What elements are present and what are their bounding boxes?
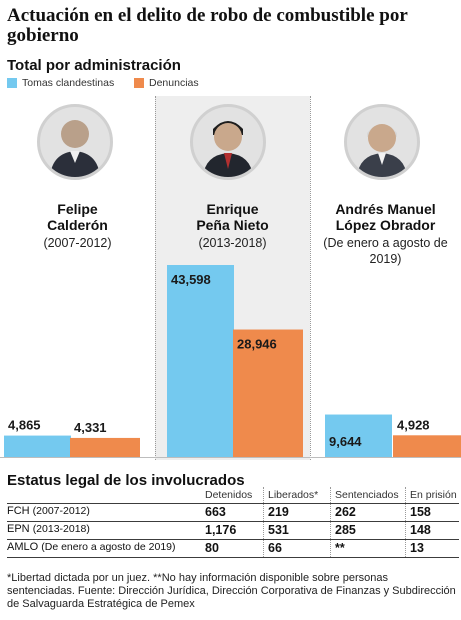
person-silhouette-icon — [50, 120, 100, 177]
table-divider — [7, 539, 459, 540]
table-cell: 663 — [205, 505, 226, 519]
chart-title: Actuación en el delito de robo de combus… — [7, 5, 408, 46]
table-cell: ** — [335, 541, 345, 555]
table-cell: 148 — [410, 523, 431, 537]
table-cell: 531 — [268, 523, 289, 537]
person-silhouette-icon — [203, 121, 253, 177]
table-row-label: FCH (2007-2012) — [7, 505, 90, 517]
portrait-calderon-avatar — [37, 104, 113, 180]
table-header-liberados: Liberados* — [268, 489, 319, 501]
row-period: (2013-2018) — [32, 523, 90, 535]
portrait-lopez-obrador-avatar — [344, 104, 420, 180]
row-period: (2007-2012) — [32, 505, 90, 517]
table-column-divider — [405, 487, 406, 557]
table-column-divider — [263, 487, 264, 557]
president-name-line1: Felipe — [57, 201, 98, 217]
table-header-en-prision: En prisión — [410, 489, 457, 501]
table-column-divider — [330, 487, 331, 557]
bar-tomas-0 — [4, 435, 71, 457]
president-period-line2: 2019) — [369, 252, 402, 266]
table-cell: 1,176 — [205, 523, 237, 537]
legend-item-denuncias: Denuncias — [134, 77, 199, 89]
table-cell: 219 — [268, 505, 289, 519]
data-label-tomas-1: 43,598 — [171, 272, 211, 287]
table-header-sentenciados: Sentenciados — [335, 489, 399, 501]
data-label-denuncias-1: 28,946 — [237, 337, 277, 352]
data-label-denuncias-2: 4,928 — [397, 417, 430, 432]
table-cell: 262 — [335, 505, 356, 519]
row-period: (De enero a agosto de 2019) — [41, 541, 176, 553]
data-label-tomas-0: 4,865 — [8, 418, 41, 433]
table-divider — [7, 503, 459, 504]
president-block-pena-nieto: Enrique Peña Nieto (2013-2018) — [155, 201, 310, 251]
legend-label-tomas: Tomas clandestinas — [22, 77, 115, 89]
column-divider-left — [155, 96, 156, 460]
president-block-lopez-obrador: Andrés Manuel López Obrador (De enero a … — [310, 201, 461, 267]
president-name-line1: Enrique — [206, 201, 259, 217]
person-silhouette-icon — [357, 124, 407, 177]
table-cell: 158 — [410, 505, 431, 519]
footnote: *Libertad dictada por un juez. **No hay … — [7, 572, 456, 610]
president-block-calderon: Felipe Calderón (2007-2012) — [0, 201, 155, 251]
row-name: FCH — [7, 505, 30, 517]
bar-tomas-1 — [167, 265, 234, 457]
legend-item-tomas: Tomas clandestinas — [7, 77, 114, 89]
legend-swatch-tomas — [7, 78, 17, 88]
table-cell: 13 — [410, 541, 424, 555]
bar-chart: 4,865 4,331 43,598 28,946 9,644 4,928 — [0, 265, 461, 458]
table-title: Estatus legal de los involucrados — [7, 472, 245, 489]
table-row-label: AMLO (De enero a agosto de 2019) — [7, 541, 176, 553]
portrait-pena-nieto-avatar — [190, 104, 266, 180]
president-period: (2013-2018) — [198, 236, 267, 250]
president-name-line2: López Obrador — [335, 217, 436, 233]
data-label-tomas-2: 9,644 — [329, 434, 362, 449]
president-period: (2007-2012) — [43, 236, 112, 250]
legend-swatch-denuncias — [134, 78, 144, 88]
legend-label-denuncias: Denuncias — [149, 77, 199, 89]
table-row-label: EPN (2013-2018) — [7, 523, 90, 535]
chart-subtitle: Total por administración — [7, 57, 181, 74]
row-name: AMLO — [7, 541, 39, 553]
bar-denuncias-0 — [70, 437, 140, 457]
bar-tomas-2 — [325, 414, 392, 457]
table-cell: 285 — [335, 523, 356, 537]
table-cell: 80 — [205, 541, 219, 555]
column-divider-right — [310, 96, 311, 460]
president-name-line1: Andrés Manuel — [335, 201, 436, 217]
table-divider — [7, 557, 459, 558]
row-name: EPN — [7, 523, 30, 535]
data-label-denuncias-0: 4,331 — [74, 420, 107, 435]
table-divider — [7, 521, 459, 522]
table-cell: 66 — [268, 541, 282, 555]
bar-denuncias-1 — [233, 329, 303, 457]
table-header-detenidos: Detenidos — [205, 489, 253, 501]
president-name-line2: Calderón — [47, 217, 108, 233]
bar-denuncias-2 — [393, 435, 461, 457]
president-name-line2: Peña Nieto — [196, 217, 269, 233]
president-period: (De enero a agosto de — [323, 236, 448, 250]
